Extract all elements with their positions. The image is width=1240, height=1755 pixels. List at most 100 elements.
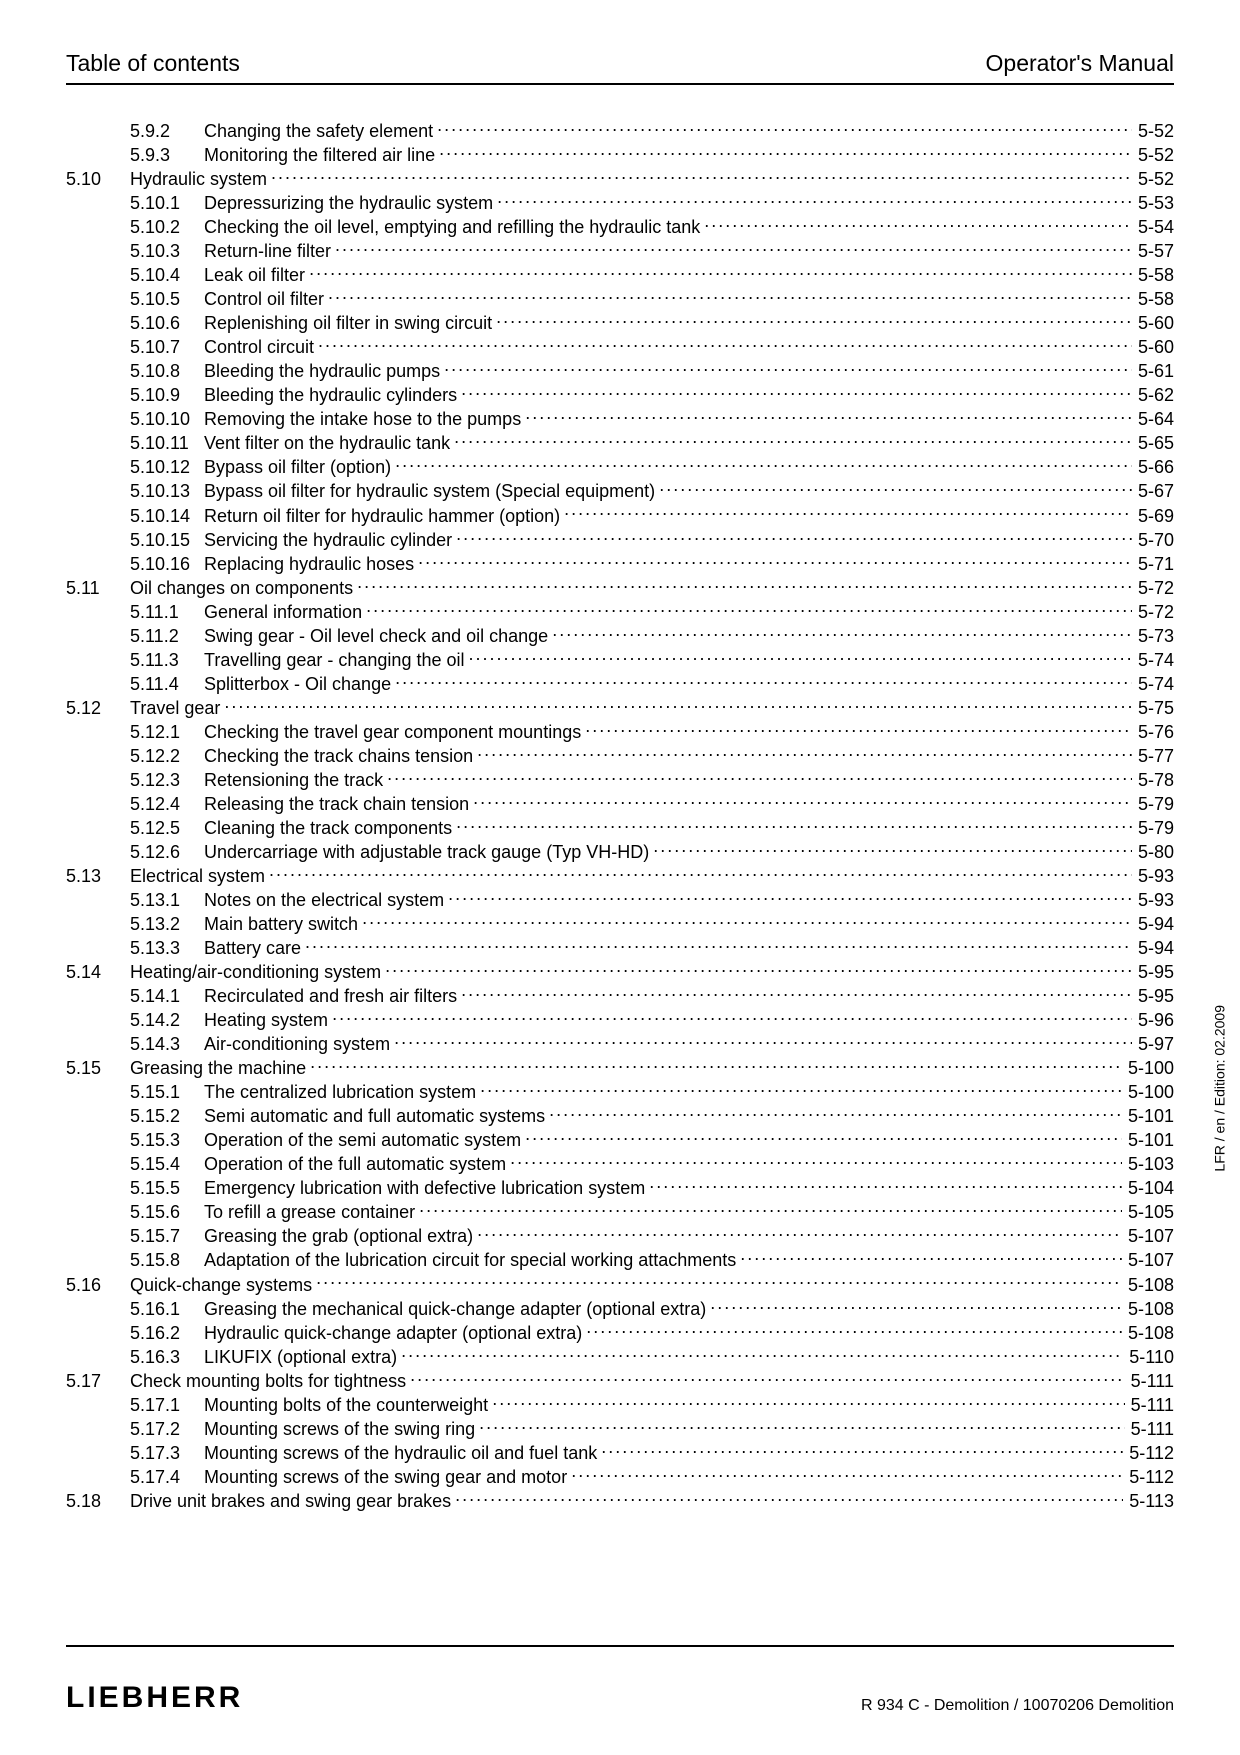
toc-title: Travelling gear - changing the oil: [204, 649, 466, 672]
toc-title: Return oil filter for hydraulic hammer (…: [204, 505, 562, 528]
toc-section-number: 5.13: [66, 865, 130, 888]
toc-page-number: 5-53: [1134, 192, 1174, 215]
toc-leader-dots: [740, 1248, 1122, 1266]
toc-page-number: 5-93: [1134, 889, 1174, 912]
toc-page-number: 5-107: [1124, 1249, 1174, 1272]
toc-title: Notes on the electrical system: [204, 889, 446, 912]
toc-page-number: 5-95: [1134, 961, 1174, 984]
toc-subsection-number: 5.10.13: [130, 480, 204, 503]
toc-title: Vent filter on the hydraulic tank: [204, 432, 452, 455]
toc-row: 5.10.8Bleeding the hydraulic pumps5-61: [66, 359, 1174, 383]
toc-subsection-number: 5.15.6: [130, 1201, 204, 1224]
footer-rule: [66, 1645, 1174, 1647]
toc-row: 5.12.6Undercarriage with adjustable trac…: [66, 840, 1174, 864]
toc-title: Swing gear - Oil level check and oil cha…: [204, 625, 550, 648]
toc-title: Servicing the hydraulic cylinder: [204, 529, 454, 552]
toc-leader-dots: [419, 1200, 1122, 1218]
toc-leader-dots: [395, 455, 1132, 473]
toc-title: To refill a grease container: [204, 1201, 417, 1224]
toc-row: 5.10.11Vent filter on the hydraulic tank…: [66, 431, 1174, 455]
toc-row: 5.11.3Travelling gear - changing the oil…: [66, 648, 1174, 672]
toc-leader-dots: [456, 816, 1132, 834]
toc-page-number: 5-67: [1134, 480, 1174, 503]
toc-leader-dots: [552, 624, 1132, 642]
toc-leader-dots: [366, 600, 1132, 618]
toc-subsection-number: 5.15.7: [130, 1225, 204, 1248]
toc-subsection-number: 5.17.1: [130, 1394, 204, 1417]
toc-row: 5.17.4Mounting screws of the swing gear …: [66, 1465, 1174, 1489]
toc-title: Bypass oil filter for hydraulic system (…: [204, 480, 657, 503]
toc-page-number: 5-74: [1134, 649, 1174, 672]
toc-subsection-number: 5.12.3: [130, 769, 204, 792]
toc-page-number: 5-112: [1125, 1442, 1174, 1465]
toc-section-number: 5.14: [66, 961, 130, 984]
toc-subsection-number: 5.10.8: [130, 360, 204, 383]
toc-row: 5.13.1Notes on the electrical system5-93: [66, 888, 1174, 912]
toc-title: Oil changes on components: [130, 577, 355, 600]
toc-leader-dots: [335, 239, 1132, 257]
toc-title: Travel gear: [130, 697, 222, 720]
toc-row: 5.15.6To refill a grease container5-105: [66, 1200, 1174, 1224]
toc-title: Depressurizing the hydraulic system: [204, 192, 495, 215]
toc-row: 5.16.2Hydraulic quick-change adapter (op…: [66, 1321, 1174, 1345]
toc-page-number: 5-108: [1124, 1322, 1174, 1345]
toc-subsection-number: 5.10.3: [130, 240, 204, 263]
toc-subsection-number: 5.12.6: [130, 841, 204, 864]
toc-row: 5.11.2Swing gear - Oil level check and o…: [66, 624, 1174, 648]
toc-title: Retensioning the track: [204, 769, 385, 792]
toc-leader-dots: [564, 504, 1132, 522]
toc-page-number: 5-60: [1134, 336, 1174, 359]
header-right: Operator's Manual: [986, 50, 1174, 77]
toc-leader-dots: [439, 143, 1132, 161]
toc-page-number: 5-69: [1134, 505, 1174, 528]
toc-row: 5.12.4Releasing the track chain tension5…: [66, 792, 1174, 816]
toc-title: Replenishing oil filter in swing circuit: [204, 312, 494, 335]
toc-leader-dots: [710, 1297, 1122, 1315]
toc-leader-dots: [525, 1128, 1122, 1146]
toc-title: LIKUFIX (optional extra): [204, 1346, 399, 1369]
toc-title: Greasing the mechanical quick-change ada…: [204, 1298, 708, 1321]
toc-title: Checking the oil level, emptying and ref…: [204, 216, 702, 239]
toc-title: Main battery switch: [204, 913, 360, 936]
toc-subsection-number: 5.17.3: [130, 1442, 204, 1465]
toc-subsection-number: 5.10.14: [130, 505, 204, 528]
toc-leader-dots: [586, 1321, 1122, 1339]
toc-row: 5.10.14Return oil filter for hydraulic h…: [66, 504, 1174, 528]
toc-row: 5.10.10Removing the intake hose to the p…: [66, 407, 1174, 431]
toc-subsection-number: 5.10.16: [130, 553, 204, 576]
toc-subsection-number: 5.13.2: [130, 913, 204, 936]
toc-title: Semi automatic and full automatic system…: [204, 1105, 547, 1128]
toc-title: Control circuit: [204, 336, 316, 359]
toc-row: 5.16.1Greasing the mechanical quick-chan…: [66, 1297, 1174, 1321]
toc-page-number: 5-96: [1134, 1009, 1174, 1032]
toc-leader-dots: [448, 888, 1132, 906]
toc-row: 5.12.2Checking the track chains tension5…: [66, 744, 1174, 768]
toc-row: 5.15.3Operation of the semi automatic sy…: [66, 1128, 1174, 1152]
toc-title: Heating system: [204, 1009, 330, 1032]
toc-page-number: 5-65: [1134, 432, 1174, 455]
toc-title: Air-conditioning system: [204, 1033, 392, 1056]
toc-page-number: 5-79: [1134, 817, 1174, 840]
brand-logo: LIEBHERR: [66, 1681, 243, 1715]
toc-page-number: 5-100: [1124, 1057, 1174, 1080]
toc-subsection-number: 5.15.8: [130, 1249, 204, 1272]
toc-page-number: 5-75: [1134, 697, 1174, 720]
toc-leader-dots: [437, 119, 1132, 137]
toc-title: Hydraulic quick-change adapter (optional…: [204, 1322, 584, 1345]
toc-subsection-number: 5.15.1: [130, 1081, 204, 1104]
toc-row: 5.14.1Recirculated and fresh air filters…: [66, 984, 1174, 1008]
toc-title: Checking the track chains tension: [204, 745, 475, 768]
toc-subsection-number: 5.16.1: [130, 1298, 204, 1321]
toc-page-number: 5-60: [1134, 312, 1174, 335]
toc-subsection-number: 5.12.1: [130, 721, 204, 744]
toc-leader-dots: [455, 1489, 1123, 1507]
toc-subsection-number: 5.15.2: [130, 1105, 204, 1128]
toc-subsection-number: 5.10.9: [130, 384, 204, 407]
toc-leader-dots: [269, 864, 1132, 882]
toc-subsection-number: 5.14.3: [130, 1033, 204, 1056]
toc-leader-dots: [454, 431, 1132, 449]
toc-leader-dots: [418, 552, 1132, 570]
toc-subsection-number: 5.10.7: [130, 336, 204, 359]
toc-row: 5.10.9Bleeding the hydraulic cylinders5-…: [66, 383, 1174, 407]
toc-section-number: 5.12: [66, 697, 130, 720]
